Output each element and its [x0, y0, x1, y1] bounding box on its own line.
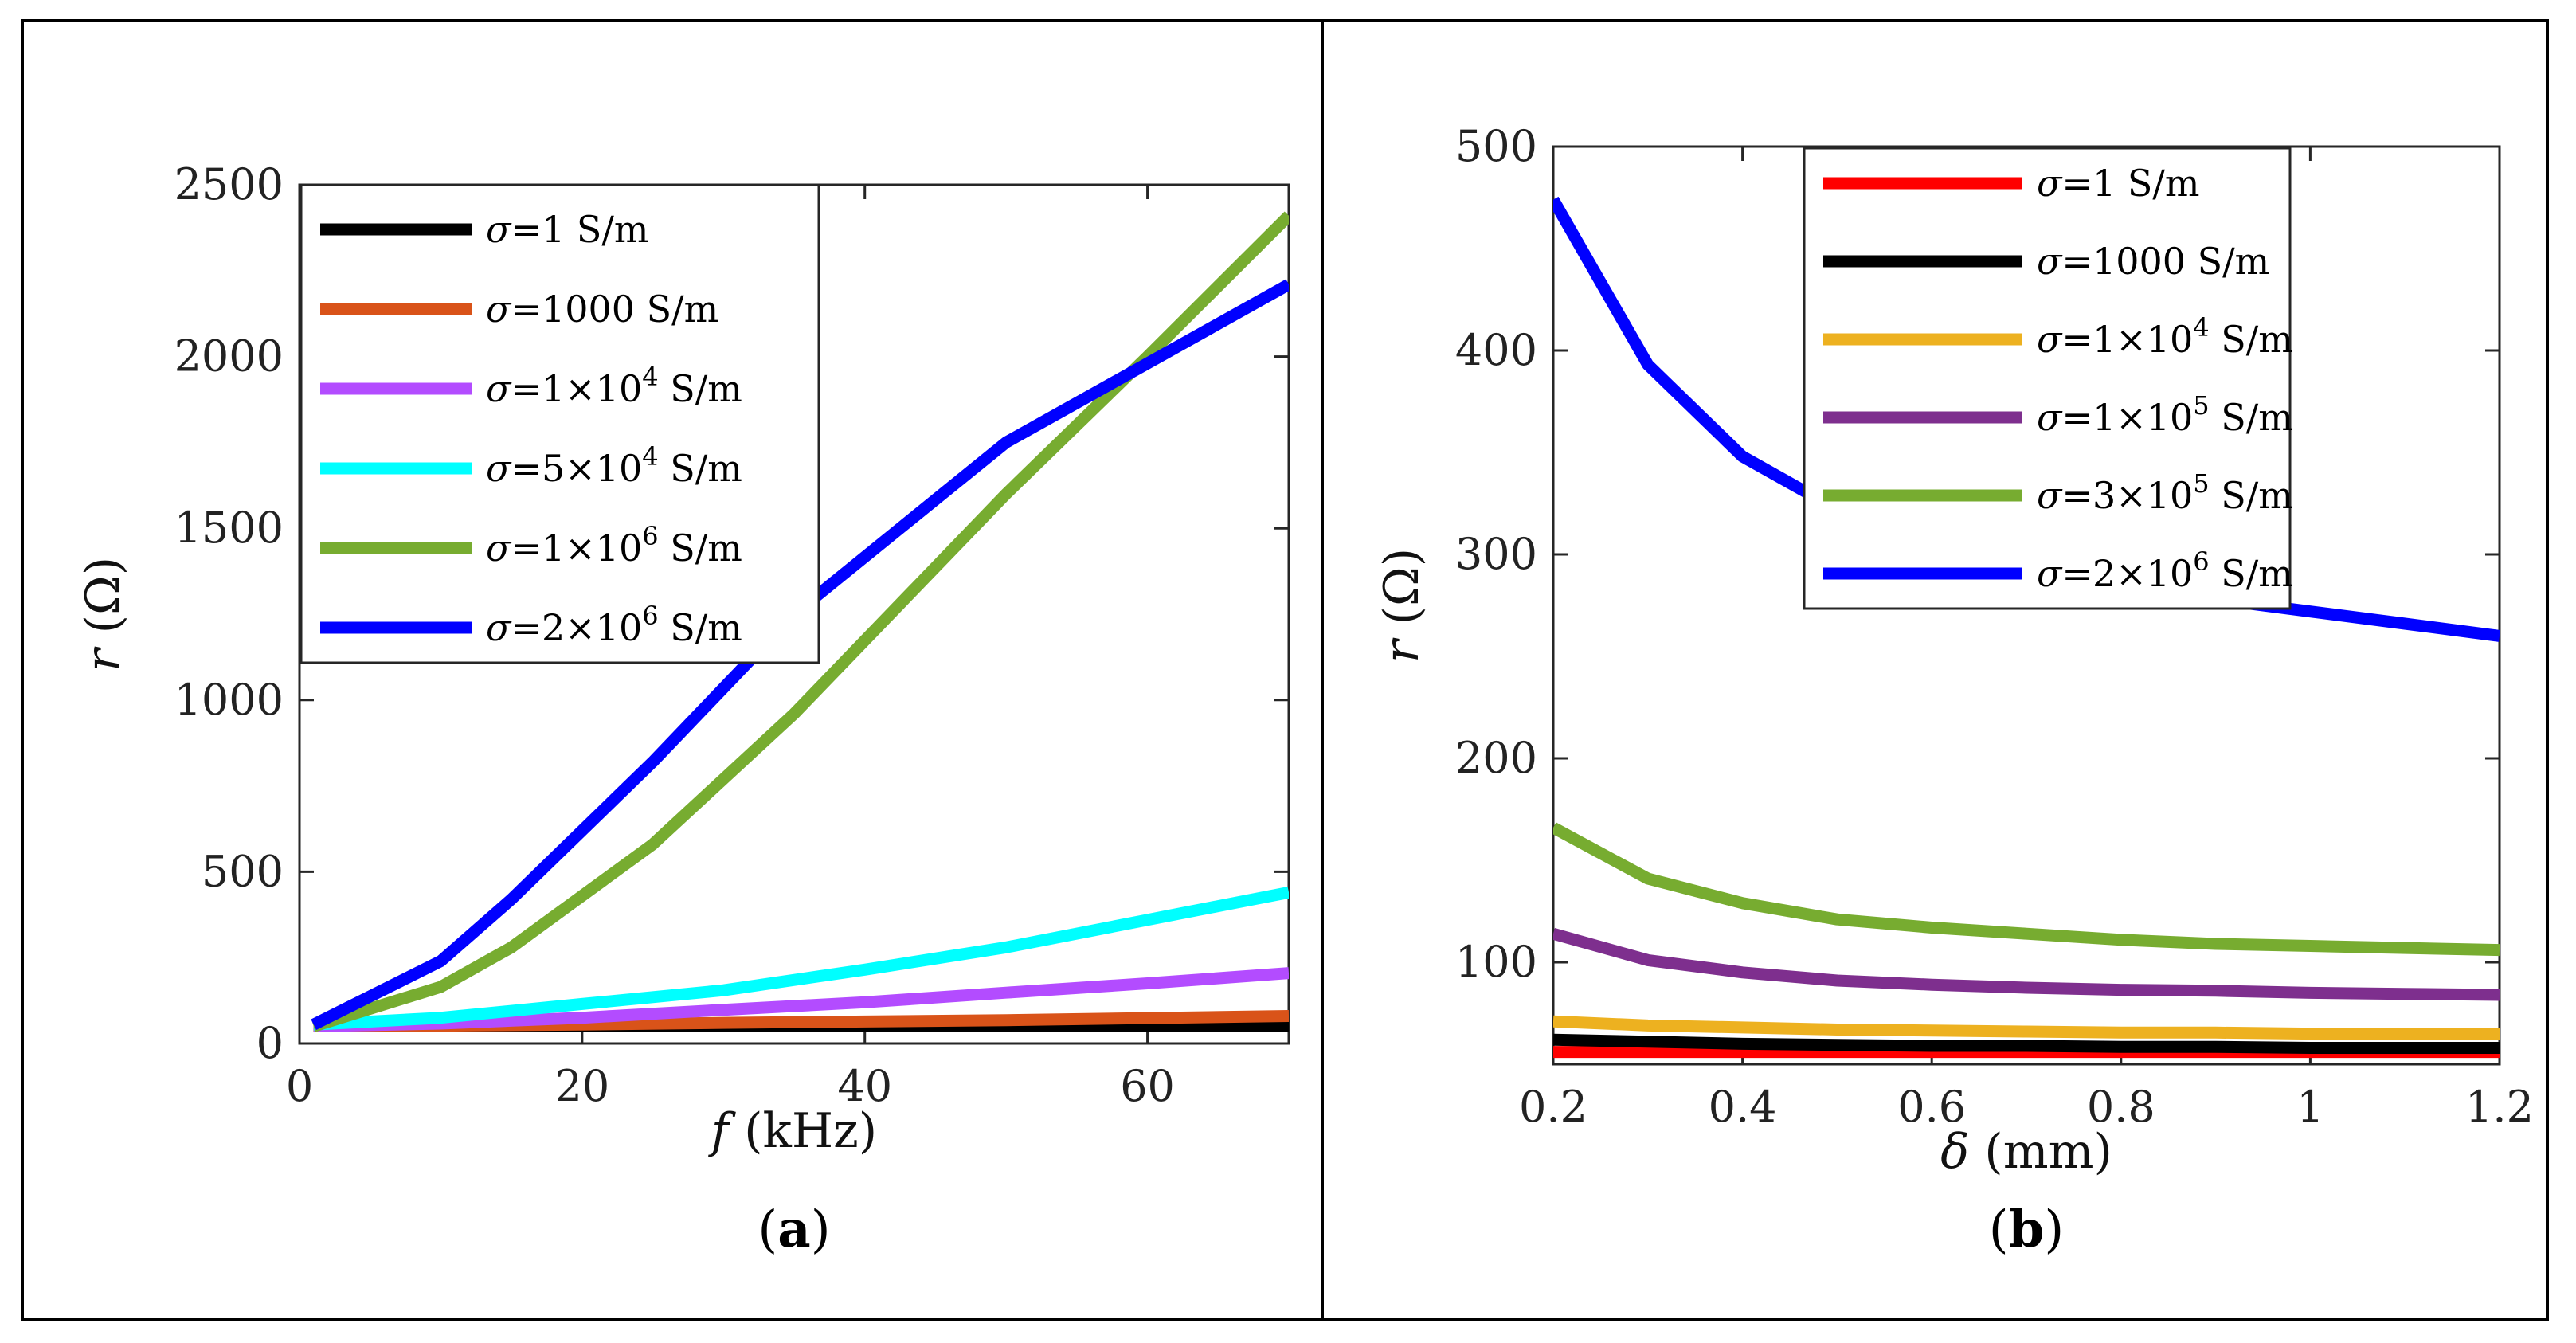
y-axis-label: r (Ω): [76, 557, 131, 672]
x-tick-label: 0.2: [1519, 1082, 1587, 1132]
series-line-2: [1553, 1015, 2500, 1040]
legend-entry-4: σ=1×106 S/m: [486, 521, 742, 570]
legend-box: [1803, 147, 2292, 610]
legend-entry-4: σ=3×105 S/m: [2037, 468, 2293, 517]
series-line-5: [311, 279, 1289, 1031]
legend-entry-2: σ=1×104 S/m: [2037, 312, 2293, 361]
panel-a: 0 20 40 60 0 500 1000 1500 2000 2500 σ=1 S/m σ=1000…: [76, 159, 1290, 1259]
y-tick-label: 300: [1455, 529, 1537, 579]
y-tick-label: 0: [256, 1018, 284, 1068]
series-line-3: [313, 886, 1289, 1031]
x-tick-label: 0.6: [1897, 1082, 1966, 1132]
legend: σ=1 S/m σ=1000 S/m σ=1×104 S/m σ=1×105 S/m σ…: [1803, 147, 2293, 610]
x-tick-label: 0.8: [2087, 1082, 2155, 1132]
plot-area: [1552, 145, 2501, 1066]
x-tick-label: 40: [837, 1061, 892, 1111]
y-tick-label: 400: [1455, 325, 1537, 375]
y-tick-label: 500: [202, 846, 284, 896]
y-tick-label: 500: [1455, 121, 1537, 171]
x-axis-label: δ (mm): [1940, 1124, 2112, 1180]
legend-entry-3: σ=5×104 S/m: [486, 441, 742, 490]
x-tick-label: 0: [286, 1061, 313, 1111]
x-tick-label: 1: [2296, 1082, 2323, 1132]
series-line-4: [1553, 822, 2500, 957]
x-tick-label: 1.2: [2465, 1082, 2534, 1132]
series-line-2: [313, 967, 1289, 1032]
y-tick-label: 200: [1455, 733, 1537, 783]
legend-entry-2: σ=1×104 S/m: [486, 362, 742, 410]
series-group: [311, 211, 1289, 1032]
panel-label: (b): [1989, 1200, 2065, 1259]
series-group: [1553, 196, 2500, 1059]
y-tick-label: 100: [1455, 937, 1537, 987]
legend-box: [299, 183, 820, 664]
panel-label: (a): [758, 1200, 830, 1259]
x-tick-label: 0.4: [1709, 1082, 1777, 1132]
y-tick-label: 2500: [174, 159, 284, 209]
legend-entry-5: σ=2×106 S/m: [486, 601, 742, 649]
legend-entry-1: σ=1000 S/m: [486, 288, 718, 331]
y-tick-label: 1000: [174, 675, 284, 725]
legend-entry-0: σ=1 S/m: [486, 208, 648, 251]
x-tick-label: 20: [554, 1061, 609, 1111]
legend: σ=1 S/m σ=1000 S/m σ=1×104 S/m σ=5×104 S/m σ…: [299, 183, 820, 664]
legend-entry-1: σ=1000 S/m: [2037, 240, 2269, 283]
series-line-1: [1553, 1033, 2500, 1054]
x-axis-label: f (kHz): [708, 1103, 877, 1159]
legend-entry-5: σ=2×106 S/m: [2037, 546, 2293, 595]
y-tick-label: 2000: [174, 331, 284, 382]
legend-entry-0: σ=1 S/m: [2037, 162, 2199, 205]
figure-frame: [21, 19, 2549, 1321]
y-tick-label: 1500: [174, 503, 284, 553]
x-tick-label: 60: [1120, 1061, 1175, 1111]
legend-entry-3: σ=1×105 S/m: [2037, 390, 2293, 439]
series-line-3: [1553, 927, 2500, 1001]
y-axis-label: r (Ω): [1374, 548, 1430, 663]
